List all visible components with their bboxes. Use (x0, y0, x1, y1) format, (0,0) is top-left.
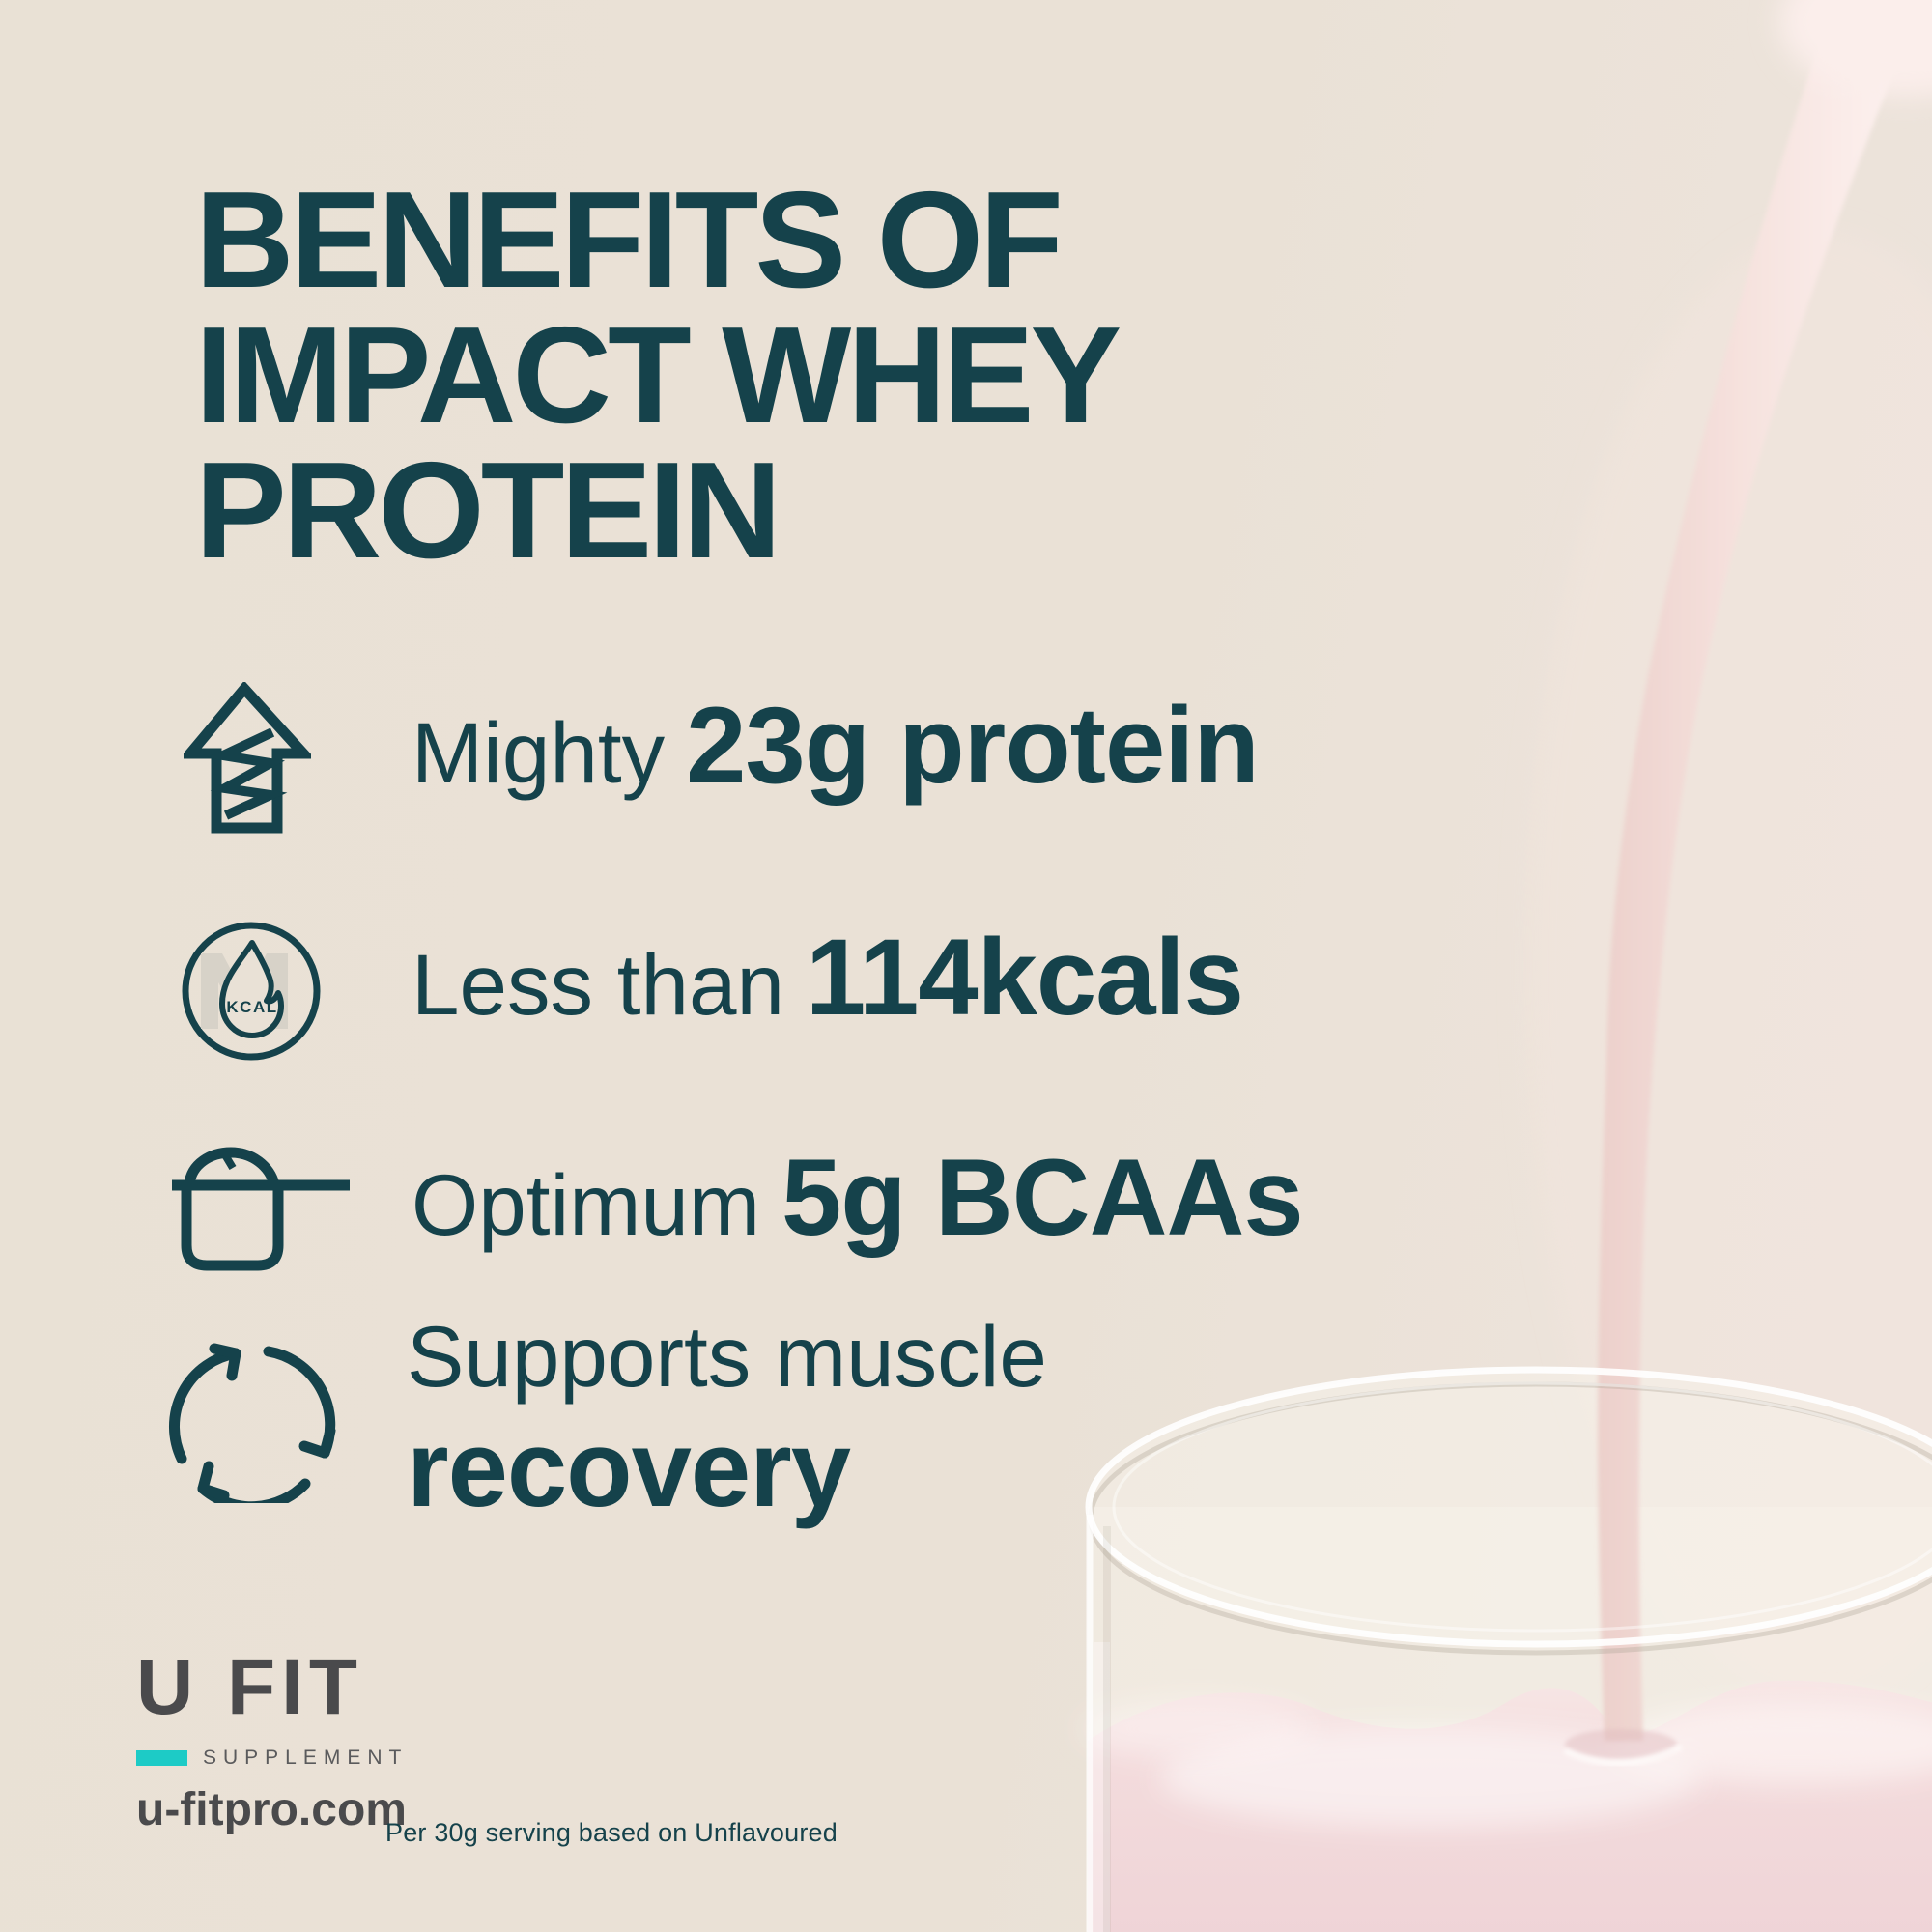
benefit-row-kcals: Less than 114kcals (412, 923, 1244, 1033)
benefit-row-protein: Mighty 23g protein (412, 692, 1260, 801)
serving-footnote: Per 30g serving based on Unflavoured (385, 1818, 838, 1847)
pour-ripple (1563, 1743, 1683, 1767)
pour-splash (1779, 0, 1932, 97)
benefit-highlight: 23g protein (686, 685, 1260, 806)
benefit-highlight: recovery (407, 1408, 851, 1529)
kcal-flame-icon: KCAL (182, 922, 321, 1061)
title-line-3: PROTEIN (195, 434, 781, 587)
brand-logo: U FIT SUPPLEMENT u-fitpro.com (136, 1648, 408, 1836)
brand-name: U FIT (136, 1643, 363, 1731)
recovery-cycle-icon (168, 1343, 336, 1503)
benefit-prefix: Supports muscle (407, 1308, 1047, 1405)
benefit-prefix: Optimum (412, 1156, 760, 1253)
brand-website: u-fitpro.com (136, 1784, 407, 1835)
title-line-2: IMPACT WHEY (195, 298, 1122, 452)
kcal-label: KCAL (226, 998, 277, 1016)
foam-highlight (1613, 1703, 1932, 1784)
benefit-highlight: 114kcals (805, 917, 1244, 1037)
foam-highlight (1082, 1700, 1314, 1758)
benefit-row-bcaas: Optimum 5g BCAAs (412, 1144, 1304, 1253)
milk-pour-stream (1598, 0, 1924, 1741)
protein-scoop-icon (172, 1147, 350, 1271)
benefit-row-recovery: Supports muscle recovery (407, 1314, 1047, 1523)
title-line-1: BENEFITS OF (195, 163, 1064, 317)
benefit-prefix: Mighty (412, 704, 666, 801)
benefit-highlight: 5g BCAAs (781, 1137, 1304, 1258)
glass-wall (1086, 1515, 1111, 1932)
pour-dimple (1565, 1729, 1677, 1760)
benefit-prefix: Less than (412, 936, 784, 1033)
brand-accent-bar (136, 1750, 187, 1766)
brand-tagline: SUPPLEMENT (203, 1747, 409, 1769)
gains-arrow-icon (184, 682, 311, 834)
page-title: BENEFITS OF IMPACT WHEY PROTEIN (195, 163, 1122, 587)
